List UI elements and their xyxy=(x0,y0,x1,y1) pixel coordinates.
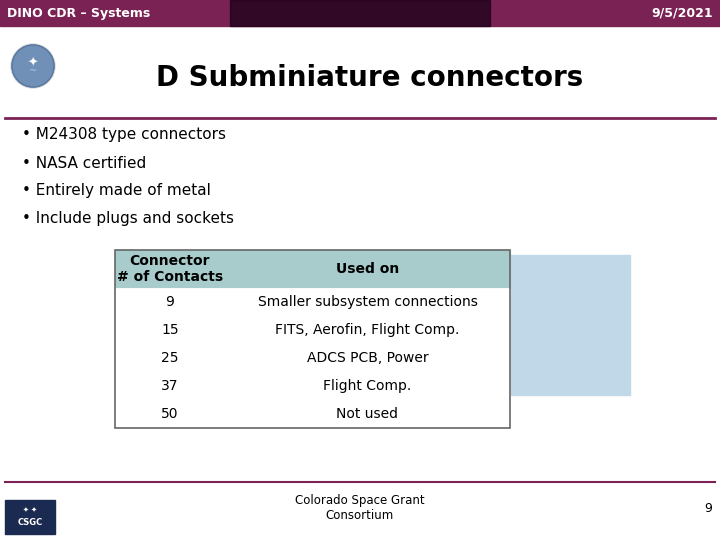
Bar xyxy=(225,288,510,316)
Text: 37: 37 xyxy=(161,379,179,393)
Bar xyxy=(115,250,225,288)
Text: Used on: Used on xyxy=(336,262,399,276)
Text: ~: ~ xyxy=(29,66,37,76)
Text: CSGC: CSGC xyxy=(17,518,42,526)
Text: 25: 25 xyxy=(161,351,179,365)
Text: ADCS PCB, Power: ADCS PCB, Power xyxy=(307,351,428,365)
Bar xyxy=(115,288,225,316)
Bar xyxy=(5,500,55,534)
Text: ✦: ✦ xyxy=(28,57,38,70)
Text: FITS, Aerofin, Flight Comp.: FITS, Aerofin, Flight Comp. xyxy=(275,323,459,337)
Text: 15: 15 xyxy=(161,323,179,337)
Bar xyxy=(230,0,490,26)
Text: Smaller subsystem connections: Smaller subsystem connections xyxy=(258,295,477,309)
Bar xyxy=(225,344,510,372)
Bar xyxy=(225,400,510,428)
Bar xyxy=(430,255,630,395)
Text: Connector
# of Contacts: Connector # of Contacts xyxy=(117,254,223,284)
Bar xyxy=(225,372,510,400)
Text: DINO CDR – Systems: DINO CDR – Systems xyxy=(7,6,150,19)
Bar xyxy=(115,316,225,344)
Bar xyxy=(115,344,225,372)
Text: 50: 50 xyxy=(161,407,179,421)
Text: • Entirely made of metal: • Entirely made of metal xyxy=(22,184,211,199)
Text: Flight Comp.: Flight Comp. xyxy=(323,379,412,393)
Text: • Include plugs and sockets: • Include plugs and sockets xyxy=(22,212,234,226)
Text: 9: 9 xyxy=(704,502,712,515)
Circle shape xyxy=(12,45,54,87)
Bar xyxy=(115,400,225,428)
Text: D Subminiature connectors: D Subminiature connectors xyxy=(156,64,584,92)
Text: ✦ ✦: ✦ ✦ xyxy=(23,507,37,513)
Text: • NASA certified: • NASA certified xyxy=(22,156,146,171)
Bar xyxy=(225,250,510,288)
Bar xyxy=(115,250,510,428)
Circle shape xyxy=(11,44,55,88)
Bar xyxy=(225,316,510,344)
Text: 9: 9 xyxy=(166,295,174,309)
Text: 9/5/2021: 9/5/2021 xyxy=(652,6,713,19)
Text: Not used: Not used xyxy=(336,407,398,421)
Text: • M24308 type connectors: • M24308 type connectors xyxy=(22,127,226,143)
Bar xyxy=(115,372,225,400)
Bar xyxy=(0,0,720,26)
Text: Colorado Space Grant
Consortium: Colorado Space Grant Consortium xyxy=(295,494,425,522)
